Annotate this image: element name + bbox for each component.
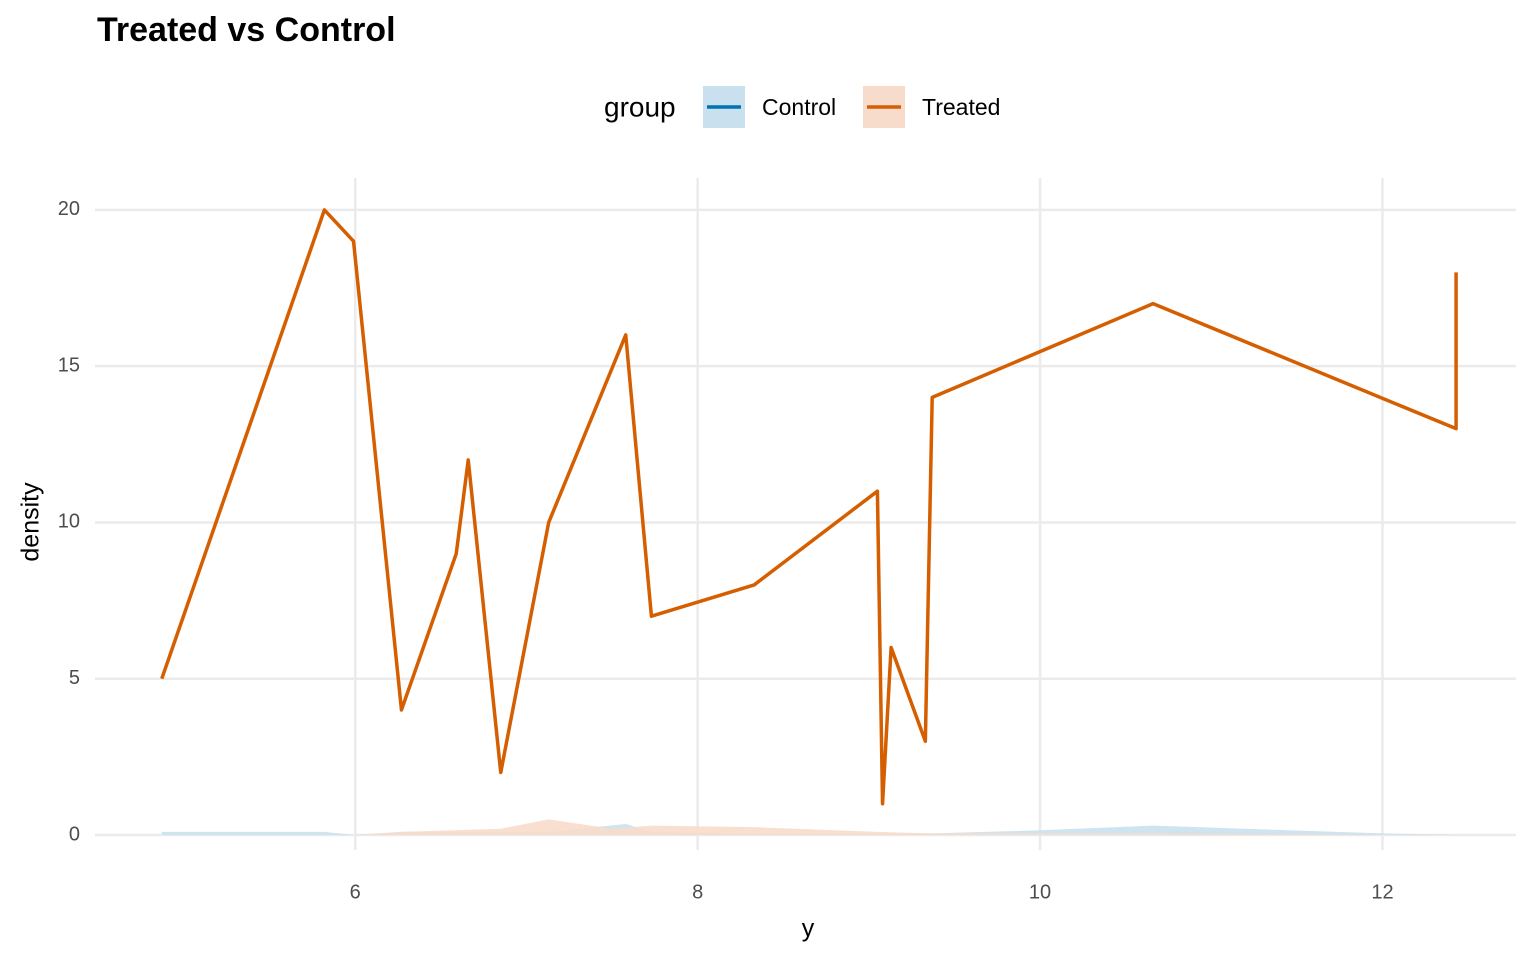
x-tick-label: 6 bbox=[350, 881, 361, 903]
x-axis-title: y bbox=[802, 915, 815, 943]
y-tick-label: 5 bbox=[69, 667, 80, 689]
legend-label: Treated bbox=[922, 94, 1000, 120]
x-tick-label: 10 bbox=[1029, 881, 1051, 903]
density-area bbox=[161, 819, 1457, 835]
x-tick-label: 12 bbox=[1371, 881, 1393, 903]
y-tick-label: 10 bbox=[58, 511, 80, 533]
legend-label: Control bbox=[762, 94, 836, 120]
y-axis-title: density bbox=[17, 482, 45, 562]
line bbox=[160, 208, 1458, 806]
y-tick-label: 0 bbox=[69, 823, 80, 845]
legend-title: group bbox=[604, 91, 676, 122]
y-tick-label: 20 bbox=[58, 198, 80, 220]
y-tick-label: 15 bbox=[58, 354, 80, 376]
chart-title: Treated vs Control bbox=[97, 11, 396, 49]
x-tick-label: 8 bbox=[692, 881, 703, 903]
